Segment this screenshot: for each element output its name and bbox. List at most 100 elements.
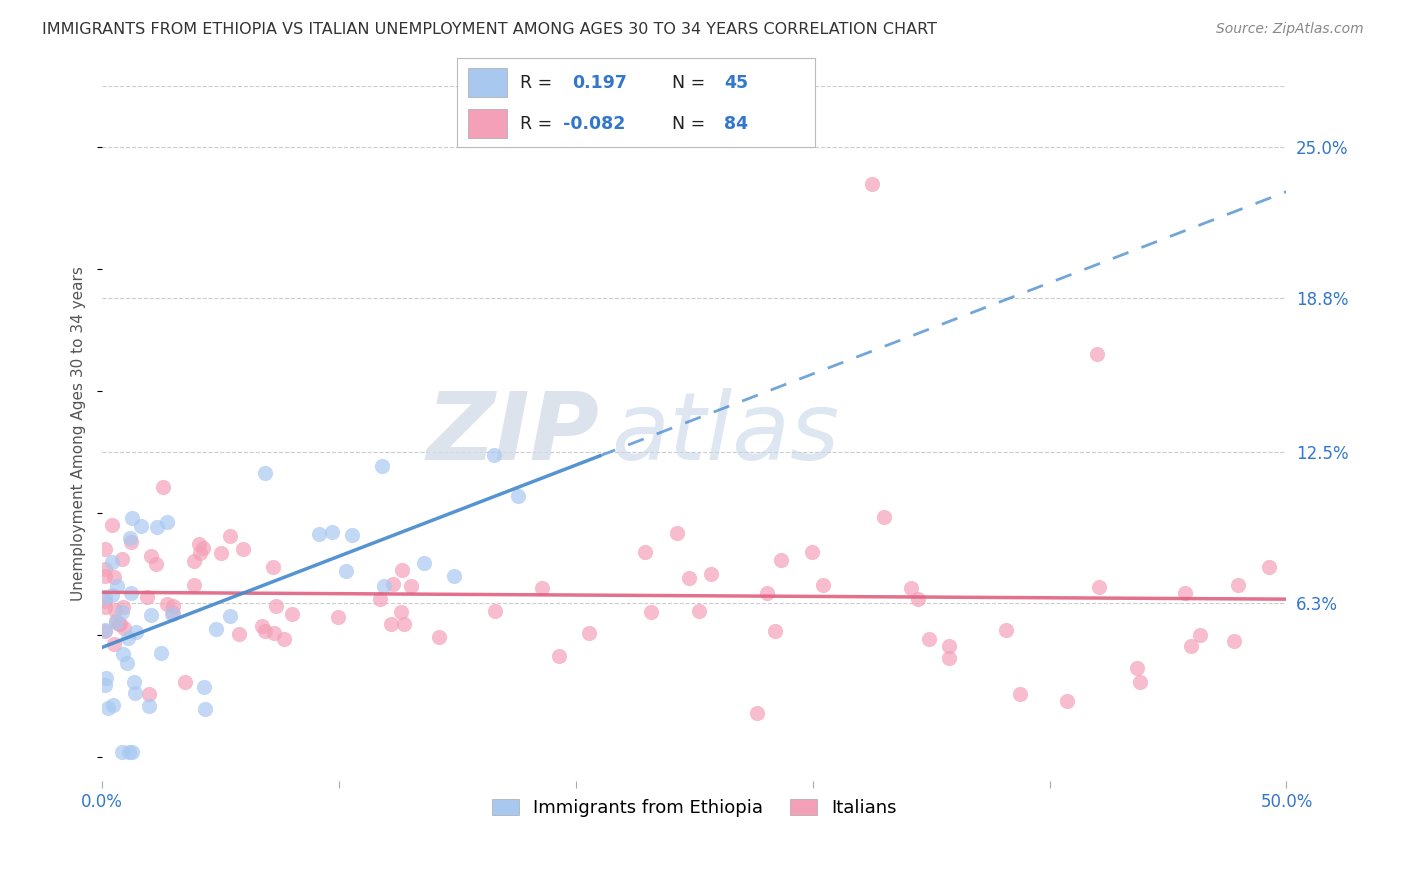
Text: 45: 45 — [724, 74, 748, 92]
Point — [93, 624, 115, 639]
Point — [688, 604, 710, 618]
Point — [122, 675, 145, 690]
Text: N =: N = — [672, 74, 706, 92]
Point — [427, 631, 450, 645]
Point — [103, 637, 125, 651]
Point — [108, 617, 131, 632]
Point — [156, 515, 179, 529]
Point — [665, 526, 688, 541]
Point — [578, 626, 600, 640]
Point — [135, 590, 157, 604]
Point — [93, 562, 115, 576]
Point — [111, 552, 134, 566]
Point — [94, 569, 117, 583]
Point — [138, 687, 160, 701]
Point — [232, 542, 254, 557]
Text: Source: ZipAtlas.com: Source: ZipAtlas.com — [1216, 22, 1364, 37]
Point — [121, 745, 143, 759]
Point — [121, 511, 143, 525]
Point — [110, 616, 132, 631]
Point — [1188, 628, 1211, 642]
Point — [380, 617, 402, 632]
Point — [938, 651, 960, 665]
Text: 84: 84 — [724, 114, 748, 133]
Point — [370, 458, 392, 473]
Point — [381, 577, 404, 591]
Point — [907, 591, 929, 606]
Point — [482, 448, 505, 462]
Point — [194, 702, 217, 716]
Text: -0.082: -0.082 — [562, 114, 626, 133]
Point — [281, 607, 304, 621]
Point — [373, 579, 395, 593]
Point — [264, 599, 287, 614]
Point — [1008, 687, 1031, 701]
Point — [1056, 694, 1078, 708]
Text: atlas: atlas — [612, 388, 839, 479]
Point — [1126, 660, 1149, 674]
Point — [118, 745, 141, 759]
Point — [219, 608, 242, 623]
Point — [769, 553, 792, 567]
Point — [193, 680, 215, 694]
Point — [755, 585, 778, 599]
Point — [994, 623, 1017, 637]
Point — [145, 558, 167, 572]
Point — [101, 555, 124, 569]
Legend: Immigrants from Ethiopia, Italians: Immigrants from Ethiopia, Italians — [484, 791, 904, 824]
Point — [763, 624, 786, 639]
Point — [1129, 675, 1152, 690]
Point — [484, 604, 506, 618]
Point — [150, 646, 173, 660]
Point — [228, 627, 250, 641]
Text: N =: N = — [672, 114, 706, 133]
Point — [139, 549, 162, 563]
Point — [209, 546, 232, 560]
Point — [115, 656, 138, 670]
Point — [94, 590, 117, 604]
Point — [253, 466, 276, 480]
Point — [94, 671, 117, 685]
Point — [131, 518, 153, 533]
Point — [801, 545, 824, 559]
Point — [104, 603, 127, 617]
Point — [97, 701, 120, 715]
Point — [938, 639, 960, 653]
Y-axis label: Unemployment Among Ages 30 to 34 years: Unemployment Among Ages 30 to 34 years — [72, 266, 86, 601]
Point — [173, 674, 195, 689]
Point — [103, 698, 125, 712]
Point — [342, 528, 364, 542]
Point — [139, 607, 162, 622]
Point — [391, 563, 413, 577]
Point — [188, 537, 211, 551]
Point — [120, 585, 142, 599]
Point — [250, 619, 273, 633]
Point — [103, 570, 125, 584]
Point — [205, 622, 228, 636]
Point — [678, 571, 700, 585]
Point — [218, 528, 240, 542]
Point — [918, 632, 941, 647]
Point — [368, 592, 391, 607]
Point — [1180, 639, 1202, 653]
Point — [162, 606, 184, 620]
Point — [120, 534, 142, 549]
Point — [104, 615, 127, 630]
Point — [634, 545, 657, 559]
Point — [389, 605, 412, 619]
Point — [308, 527, 330, 541]
Point — [443, 569, 465, 583]
Point — [111, 745, 134, 759]
Point — [811, 578, 834, 592]
Point — [508, 489, 530, 503]
Point — [101, 589, 124, 603]
Text: ZIP: ZIP — [427, 388, 599, 480]
Point — [254, 624, 277, 638]
Point — [105, 579, 128, 593]
Point — [93, 594, 115, 608]
Point — [125, 624, 148, 639]
Point — [1257, 559, 1279, 574]
Point — [183, 578, 205, 592]
Point — [547, 649, 569, 664]
Point — [273, 632, 295, 647]
